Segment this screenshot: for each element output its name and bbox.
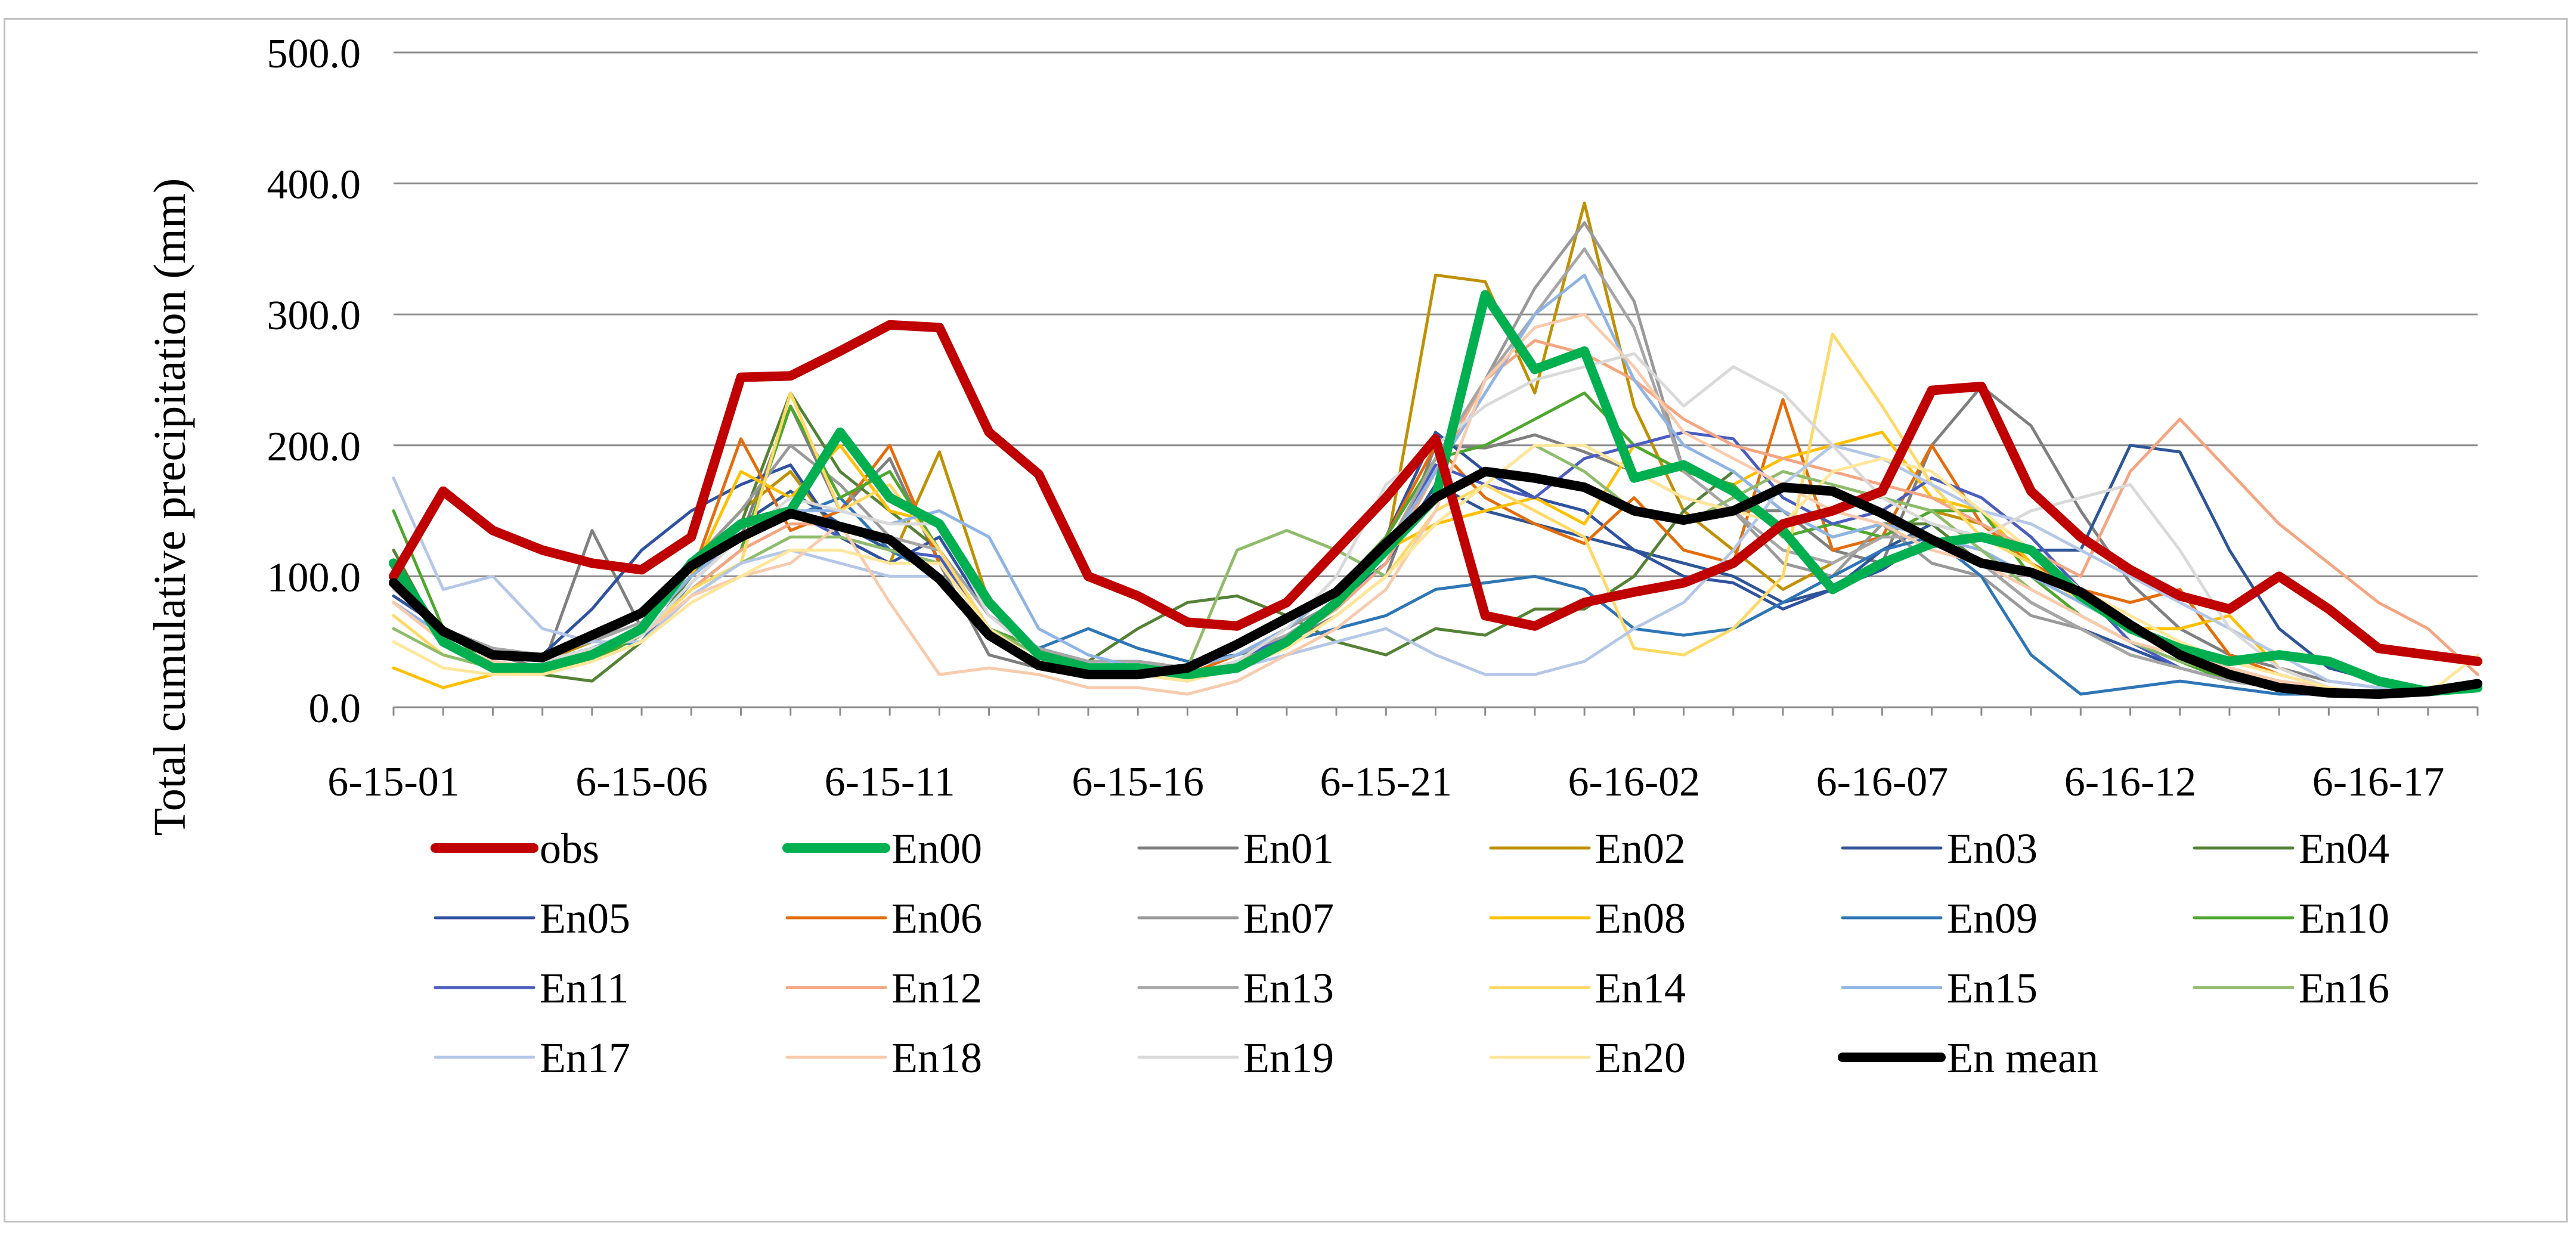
legend-label-en07: En07 (1243, 895, 1334, 942)
legend-label-en09: En09 (1947, 895, 2038, 942)
chart-frame (4, 18, 2568, 1222)
x-tick-label: 6-15-06 (575, 759, 708, 805)
y-tick-label: 100.0 (267, 555, 361, 601)
x-tick-label: 6-15-11 (825, 759, 955, 805)
series-line-en05 (392, 431, 2479, 696)
legend: obs En00 En01 En02 En03 En04 En05 En06 En07 En08 E… (431, 825, 2389, 1082)
legend-label-en15: En15 (1947, 964, 2038, 1012)
y-axis-title: Total cumulative precipitation (mm) (145, 178, 195, 836)
legend-label-obs: obs (540, 825, 599, 872)
legend-label-en01: En01 (1243, 825, 1334, 872)
y-tick-label: 200.0 (267, 424, 361, 470)
legend-label-en-mean: En mean (1947, 1034, 2098, 1082)
legend-label-en05: En05 (540, 895, 630, 942)
legend-label-en17: En17 (540, 1034, 630, 1082)
legend-label-en16: En16 (2299, 964, 2389, 1012)
legend-label-en02: En02 (1595, 825, 1686, 872)
legend-label-en08: En08 (1595, 895, 1686, 942)
x-tick-label: 6-16-12 (2064, 759, 2197, 805)
legend-label-en00: En00 (891, 825, 982, 872)
legend-label-en10: En10 (2299, 895, 2389, 942)
legend-label-en12: En12 (891, 964, 982, 1012)
legend-label-en11: En11 (540, 964, 628, 1012)
x-tick-label: 6-15-01 (327, 759, 460, 805)
y-tick-label: 400.0 (267, 162, 361, 208)
x-axis-ticks: 6-15-01 6-15-06 6-15-11 6-15-16 6-15-21 6-16-… (327, 759, 2444, 805)
series-lines (389, 202, 2482, 699)
x-tick-label: 6-16-07 (1816, 759, 1949, 805)
legend-label-en20: En20 (1595, 1034, 1686, 1082)
legend-label-en03: En03 (1947, 825, 2038, 872)
legend-label-en18: En18 (891, 1034, 982, 1082)
legend-label-en06: En06 (891, 895, 982, 942)
series-line-en-mean (389, 466, 2482, 699)
series-line-en17 (392, 444, 2479, 696)
legend-label-en13: En13 (1243, 964, 1334, 1012)
series-line-obs (389, 320, 2482, 667)
legend-label-en04: En04 (2299, 825, 2389, 872)
y-tick-label: 300.0 (267, 293, 361, 339)
legend-label-en19: En19 (1243, 1034, 1334, 1082)
legend-label-en14: En14 (1595, 964, 1686, 1012)
y-axis-ticks: 0.0 100.0 200.0 300.0 400.0 500.0 (267, 31, 361, 732)
x-tick-label: 6-16-02 (1568, 759, 1701, 805)
y-tick-label: 0.0 (309, 686, 361, 732)
series-line-en20 (392, 444, 2479, 696)
y-tick-label: 500.0 (267, 31, 361, 77)
x-tick-label: 6-15-16 (1072, 759, 1204, 805)
x-tick-label: 6-16-17 (2312, 759, 2445, 805)
x-tick-label: 6-15-21 (1320, 759, 1452, 805)
